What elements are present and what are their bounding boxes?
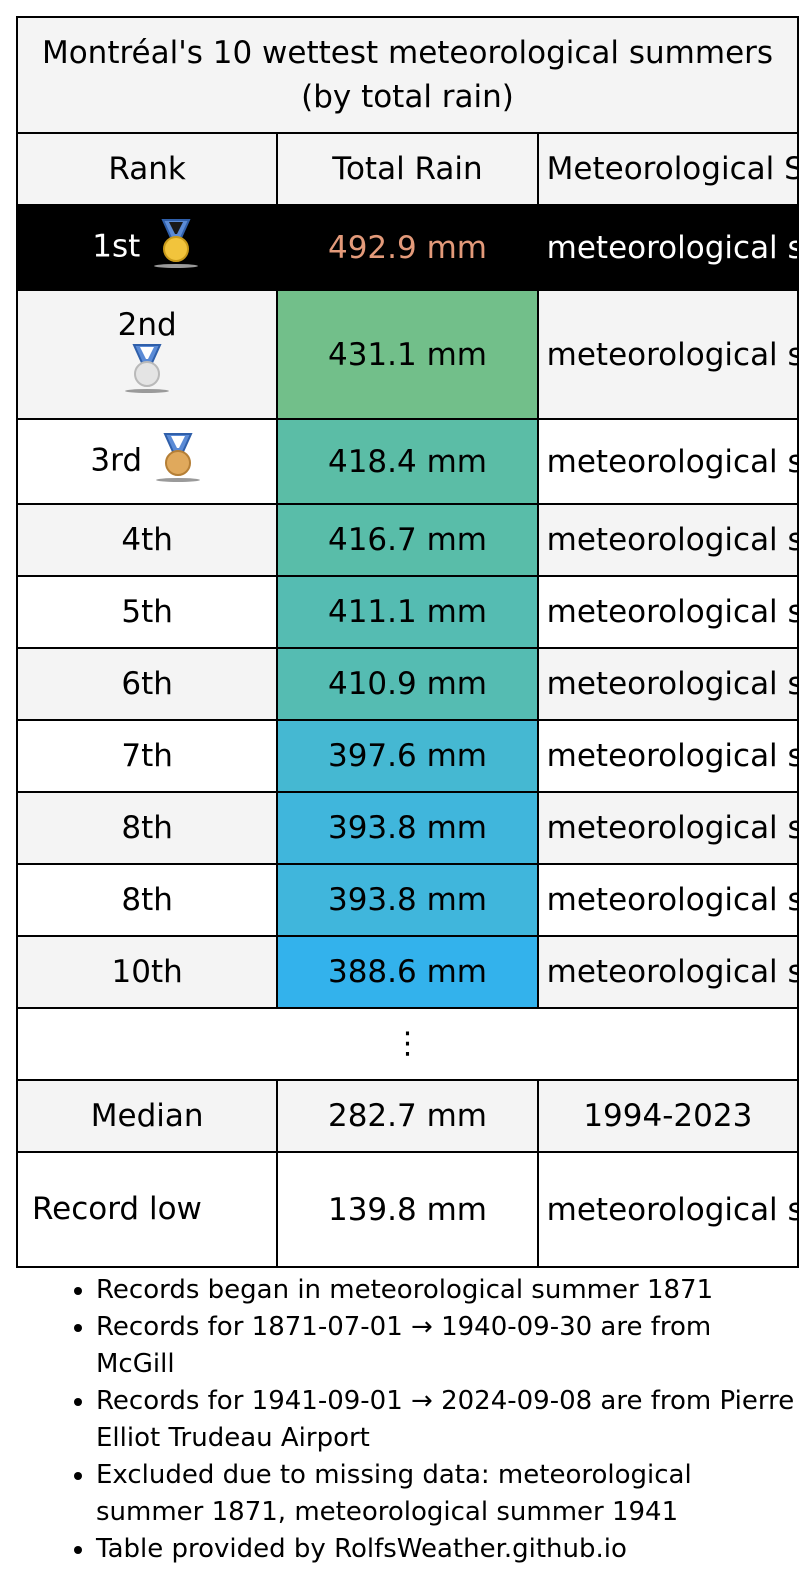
total-rain-header: Total Rain — [276, 132, 539, 206]
rain-cell: 393.8 mm — [276, 863, 539, 937]
summer-cell: meteorological summer 2010 — [536, 791, 800, 865]
rank-label: 3rd — [90, 442, 143, 478]
silver-medal-icon — [121, 343, 173, 403]
note-item: Table provided by RolfsWeather.github.io — [96, 1531, 796, 1568]
median-label: Median — [15, 1079, 279, 1153]
table-row: 1st 492.9 mm meteorological summer 2024 — [15, 204, 800, 291]
rank-cell: 5th — [15, 575, 279, 649]
rain-cell: 411.1 mm — [276, 575, 539, 649]
rank-cell: 2nd — [15, 289, 279, 420]
summer-cell: meteorological summer 1892 — [536, 575, 800, 649]
rain-cell: 418.4 mm — [276, 418, 539, 505]
bronze-medal-icon — [152, 432, 204, 492]
rank-label: 1st — [92, 228, 141, 264]
median-row: Median 282.7 mm 1994-2023 — [15, 1079, 800, 1153]
rank-cell: 8th — [15, 863, 279, 937]
summer-cell: meteorological summer 2006 — [536, 863, 800, 937]
table-row: 7th 397.6 mm meteorological summer 2023 — [15, 719, 800, 793]
summer-cell: meteorological summer 1917 — [536, 418, 800, 505]
table-row: 8th 393.8 mm meteorological summer 2010 — [15, 791, 800, 865]
record-low-label: Record low — [15, 1151, 279, 1268]
rank-label: 2nd — [117, 306, 177, 343]
median-rain: 282.7 mm — [276, 1079, 539, 1153]
table-row: 6th 410.9 mm meteorological summer 1943 — [15, 647, 800, 721]
source-link[interactable]: RolfsWeather.github.io — [334, 1534, 627, 1564]
summer-cell: meteorological summer 1943 — [536, 647, 800, 721]
table-row: 2nd 431.1 mm meteorological summer 1893 — [15, 289, 800, 420]
rain-cell: 397.6 mm — [276, 719, 539, 793]
table-row: 5th 411.1 mm meteorological summer 1892 — [15, 575, 800, 649]
rain-cell: 388.6 mm — [276, 935, 539, 1009]
table-row: 8th 393.8 mm meteorological summer 2006 — [15, 863, 800, 937]
wettest-summers-table: Montréal's 10 wettest meteorological sum… — [15, 16, 800, 1268]
rank-header: Rank — [15, 132, 279, 206]
table-caption: Montréal's 10 wettest meteorological sum… — [16, 16, 799, 134]
table-row: 10th 388.6 mm meteorological summer 2005 — [15, 935, 800, 1009]
rain-cell: 393.8 mm — [276, 791, 539, 865]
rank-cell: 1st — [15, 204, 279, 291]
median-period: 1994-2023 — [536, 1079, 800, 1153]
summer-cell: meteorological summer 1972 — [536, 503, 800, 577]
rank-cell: 4th — [15, 503, 279, 577]
table-row: 4th 416.7 mm meteorological summer 1972 — [15, 503, 800, 577]
note-item: Records for 1941-09-01 → 2024-09-08 are … — [96, 1383, 796, 1457]
rain-cell: 431.1 mm — [276, 289, 539, 420]
summer-cell: meteorological summer 2005 — [536, 935, 800, 1009]
rain-cell: 492.9 mm — [276, 204, 539, 291]
gold-medal-icon — [150, 218, 202, 278]
rain-cell: 410.9 mm — [276, 647, 539, 721]
rank-cell: 8th — [15, 791, 279, 865]
record-low-summer: meteorological summer 1983 — [536, 1151, 800, 1268]
note-item: Records for 1871-07-01 → 1940-09-30 are … — [96, 1309, 796, 1383]
ellipsis-row: ⋮ — [16, 1007, 799, 1081]
rank-cell: 3rd — [15, 418, 279, 505]
summer-cell: meteorological summer 2024 — [536, 204, 800, 291]
summer-header: Meteorological Summer — [536, 132, 800, 206]
note-item: Excluded due to missing data: meteorolog… — [96, 1457, 796, 1531]
record-low-rain: 139.8 mm — [276, 1151, 539, 1268]
record-low-row: Record low 139.8 mm meteorological summe… — [15, 1151, 800, 1268]
summer-cell: meteorological summer 2023 — [536, 719, 800, 793]
summer-cell: meteorological summer 1893 — [536, 289, 800, 420]
note-item: Records began in meteorological summer 1… — [96, 1272, 796, 1309]
notes-list: Records began in meteorological summer 1… — [44, 1272, 796, 1568]
table-row: 3rd 418.4 mm meteorological summer 1917 — [15, 418, 800, 505]
rain-cell: 416.7 mm — [276, 503, 539, 577]
rank-cell: 10th — [15, 935, 279, 1009]
rank-cell: 6th — [15, 647, 279, 721]
rank-cell: 7th — [15, 719, 279, 793]
